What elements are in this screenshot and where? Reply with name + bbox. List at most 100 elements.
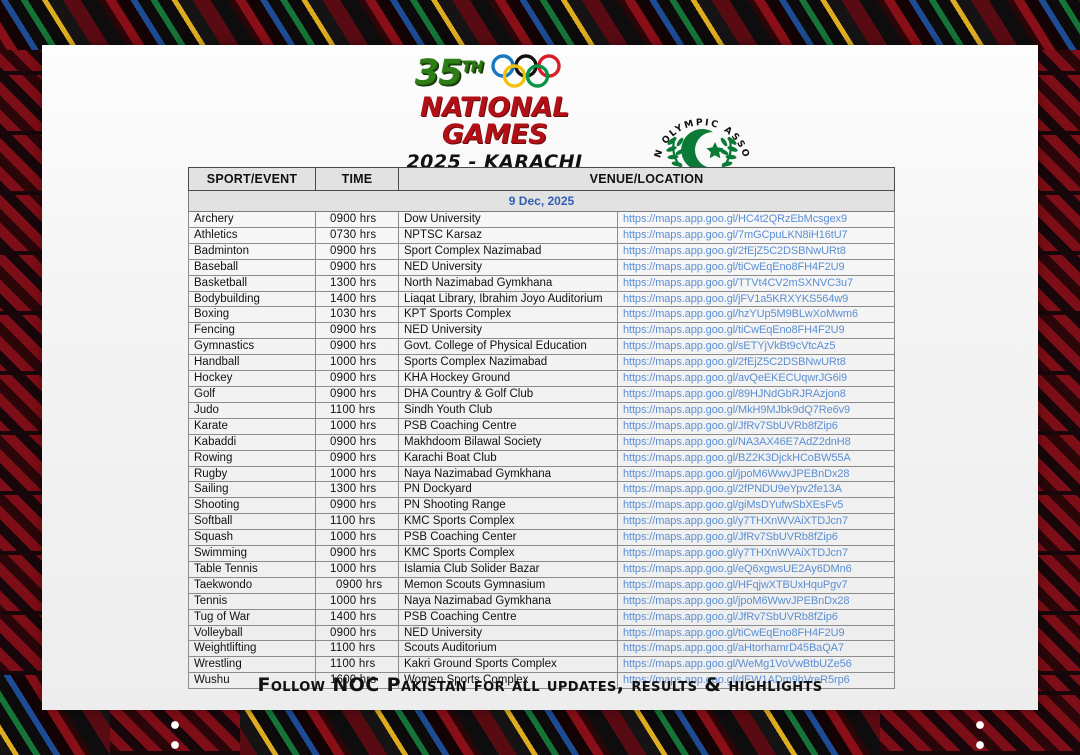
table-row: Wrestling 1100 hrs Kakri Ground Sports Com… bbox=[188, 656, 895, 674]
diagonal-stripes-icon bbox=[0, 0, 1080, 50]
map-link[interactable]: https://maps.app.goo.gl/jFV1a5KRXYKS564w… bbox=[617, 290, 895, 308]
cell-time: 1000 hrs bbox=[315, 560, 399, 578]
column-header-sport: SPORT/EVENT bbox=[188, 167, 316, 191]
cell-time: 1100 hrs bbox=[315, 513, 399, 531]
cell-sport: Badminton bbox=[188, 242, 316, 260]
map-link[interactable]: https://maps.app.goo.gl/JfRv7SbUVRb8fZip… bbox=[617, 417, 895, 435]
cell-sport: Basketball bbox=[188, 274, 316, 292]
table-row: Rugby 1000 hrs Naya Nazimabad Gymkhana http… bbox=[188, 465, 895, 483]
cell-time: 1100 hrs bbox=[315, 656, 399, 674]
map-link[interactable]: https://maps.app.goo.gl/avQeEKECUqwrJG6i… bbox=[617, 370, 895, 387]
map-link[interactable]: https://maps.app.goo.gl/sETYjVkBt9cVtcAz… bbox=[617, 338, 895, 356]
map-link[interactable]: https://maps.app.goo.gl/BZ2K3DjckHCoBW55… bbox=[617, 449, 895, 467]
table-row: Baseball 0900 hrs NED University https://ma… bbox=[188, 258, 895, 276]
map-link[interactable]: https://maps.app.goo.gl/MkH9MJbk9dQ7Re6v… bbox=[617, 401, 895, 419]
edition-number: 35TH bbox=[414, 52, 484, 93]
cell-sport: Bodybuilding bbox=[188, 290, 316, 308]
map-link[interactable]: https://maps.app.goo.gl/tiCwEqEno8FH4F2U… bbox=[617, 322, 895, 340]
cell-venue: DHA Country & Golf Club bbox=[398, 385, 618, 403]
background-top-stripes bbox=[0, 0, 1080, 50]
table-header-row: SPORT/EVENT TIME VENUE/LOCATION bbox=[188, 167, 895, 191]
table-row: Table Tennis 1000 hrs Islamia Club Solider… bbox=[188, 560, 895, 578]
cell-venue: KMC Sports Complex bbox=[398, 513, 618, 531]
cell-time: 1000 hrs bbox=[315, 465, 399, 483]
cell-sport: Archery bbox=[188, 211, 316, 228]
poster-header: 35TH NATIONAL GAMES 2025 - KARACHI bbox=[42, 45, 1038, 201]
map-link[interactable]: https://maps.app.goo.gl/hzYUp5M9BLwXoMwm… bbox=[617, 306, 895, 324]
table-row: Wushu 1600 hrs Women Sports Complex https:/… bbox=[188, 672, 895, 690]
table-row: Athletics 0730 hrs NPTSC Karsaz https://map… bbox=[188, 226, 895, 244]
table-row: Bodybuilding 1400 hrs Liaqat Library, Ibra… bbox=[188, 290, 895, 308]
map-link[interactable]: https://maps.app.goo.gl/y7THXnWVAiXTDJcn… bbox=[617, 513, 895, 531]
cell-venue: KHA Hockey Ground bbox=[398, 370, 618, 387]
map-link[interactable]: https://maps.app.goo.gl/y7THXnWVAiXTDJcn… bbox=[617, 545, 895, 562]
table-row: Hockey 0900 hrs KHA Hockey Ground https://m… bbox=[188, 370, 895, 387]
cell-time: 1100 hrs bbox=[315, 401, 399, 419]
map-link[interactable]: https://maps.app.goo.gl/jpoM6WwvJPEBnDx2… bbox=[617, 465, 895, 483]
cell-venue: NED University bbox=[398, 322, 618, 340]
map-link[interactable]: https://maps.app.goo.gl/2fEjZ5C2DSBNwURt… bbox=[617, 242, 895, 260]
map-link[interactable]: https://maps.app.goo.gl/7mGCpuLKN8iH16tU… bbox=[617, 226, 895, 244]
table-row: Archery 0900 hrs Dow University https://map… bbox=[188, 211, 895, 228]
map-link[interactable]: https://maps.app.goo.gl/JfRv7SbUVRb8fZip… bbox=[617, 529, 895, 547]
edition-and-rings-row: 35TH bbox=[382, 53, 607, 93]
table-row: Golf 0900 hrs DHA Country & Golf Club https… bbox=[188, 385, 895, 403]
map-link[interactable]: https://maps.app.goo.gl/aHtorhamrD45BaQA… bbox=[617, 640, 895, 658]
map-link[interactable]: https://maps.app.goo.gl/WeMg1VoVwBtbUZe5… bbox=[617, 656, 895, 674]
cell-time: 1300 hrs bbox=[315, 481, 399, 499]
cell-venue: Memon Scouts Gymnasium bbox=[398, 576, 618, 594]
poster-card: 35TH NATIONAL GAMES 2025 - KARACHI bbox=[42, 45, 1038, 710]
map-link[interactable]: https://maps.app.goo.gl/HFqjwXTBUxHquPgv… bbox=[617, 576, 895, 594]
games-title: NATIONAL GAMES bbox=[419, 92, 570, 150]
cell-venue: KPT Sports Complex bbox=[398, 306, 618, 324]
map-link[interactable]: https://maps.app.goo.gl/TTVt4CV2mSXNVC3u… bbox=[617, 274, 895, 292]
column-header-venue: VENUE/LOCATION bbox=[398, 167, 895, 191]
cell-venue: North Nazimabad Gymkhana bbox=[398, 274, 618, 292]
map-link[interactable]: https://maps.app.goo.gl/HC4t2QRzEbMcsgex… bbox=[617, 211, 895, 228]
cell-time: 0900 hrs bbox=[315, 322, 399, 340]
table-row: Squash 1000 hrs PSB Coaching Center https:/… bbox=[188, 529, 895, 547]
column-header-time: TIME bbox=[315, 167, 399, 191]
map-link[interactable]: https://maps.app.goo.gl/tiCwEqEno8FH4F2U… bbox=[617, 258, 895, 276]
cell-time: 1000 hrs bbox=[315, 417, 399, 435]
cell-venue: Karachi Boat Club bbox=[398, 449, 618, 467]
cell-venue: PSB Coaching Centre bbox=[398, 417, 618, 435]
table-row: Basketball 1300 hrs North Nazimabad Gymkha… bbox=[188, 274, 895, 292]
map-link[interactable]: https://maps.app.goo.gl/JfRv7SbUVRb8fZip… bbox=[617, 608, 895, 626]
cell-sport: Table Tennis bbox=[188, 560, 316, 578]
cell-sport: Boxing bbox=[188, 306, 316, 324]
cell-sport: Volleyball bbox=[188, 624, 316, 642]
cell-venue: Naya Nazimabad Gymkhana bbox=[398, 465, 618, 483]
table-row: Fencing 0900 hrs NED University https://map… bbox=[188, 322, 895, 340]
cell-sport: Hockey bbox=[188, 370, 316, 387]
cell-venue: Islamia Club Solider Bazar bbox=[398, 560, 618, 578]
map-link[interactable]: https://maps.app.goo.gl/NA3AX46E7AdZ2dnH… bbox=[617, 433, 895, 451]
cell-venue: NED University bbox=[398, 624, 618, 642]
map-link[interactable]: https://maps.app.goo.gl/dEW1ADm9hVreR5rp… bbox=[617, 672, 895, 690]
cell-sport: Squash bbox=[188, 529, 316, 547]
cell-sport: Weightlifting bbox=[188, 640, 316, 658]
cell-sport: Softball bbox=[188, 513, 316, 531]
map-link[interactable]: https://maps.app.goo.gl/2fEjZ5C2DSBNwURt… bbox=[617, 354, 895, 372]
table-row: Gymnastics 0900 hrs Govt. College of Physi… bbox=[188, 338, 895, 356]
cell-venue: KMC Sports Complex bbox=[398, 545, 618, 562]
cell-venue: Women Sports Complex bbox=[398, 672, 618, 690]
map-link[interactable]: https://maps.app.goo.gl/2fPNDU9eYpv2fe13… bbox=[617, 481, 895, 499]
map-link[interactable]: https://maps.app.goo.gl/giMsDYufwSbXEsFv… bbox=[617, 497, 895, 515]
map-link[interactable]: https://maps.app.goo.gl/89HJNdGbRJRAzjon… bbox=[617, 385, 895, 403]
cell-venue: Sport Complex Nazimabad bbox=[398, 242, 618, 260]
cell-sport: Tug of War bbox=[188, 608, 316, 626]
cell-sport: Wrestling bbox=[188, 656, 316, 674]
cell-venue: NED University bbox=[398, 258, 618, 276]
map-link[interactable]: https://maps.app.goo.gl/eQ6xgwsUE2Ay6DMn… bbox=[617, 560, 895, 578]
cell-sport: Shooting bbox=[188, 497, 316, 515]
table-row: Taekwondo 0900 hrs Memon Scouts Gymnasium h… bbox=[188, 576, 895, 594]
table-row: Weightlifting 1100 hrs Scouts Auditorium ht… bbox=[188, 640, 895, 658]
cell-venue: Sports Complex Nazimabad bbox=[398, 354, 618, 372]
cell-sport: Kabaddi bbox=[188, 433, 316, 451]
cell-time: 1400 hrs bbox=[315, 608, 399, 626]
map-link[interactable]: https://maps.app.goo.gl/tiCwEqEno8FH4F2U… bbox=[617, 624, 895, 642]
date-header-row: 9 Dec, 2025 bbox=[188, 190, 895, 212]
cell-time: 0900 hrs bbox=[315, 242, 399, 260]
map-link[interactable]: https://maps.app.goo.gl/jpoM6WwvJPEBnDx2… bbox=[617, 592, 895, 610]
